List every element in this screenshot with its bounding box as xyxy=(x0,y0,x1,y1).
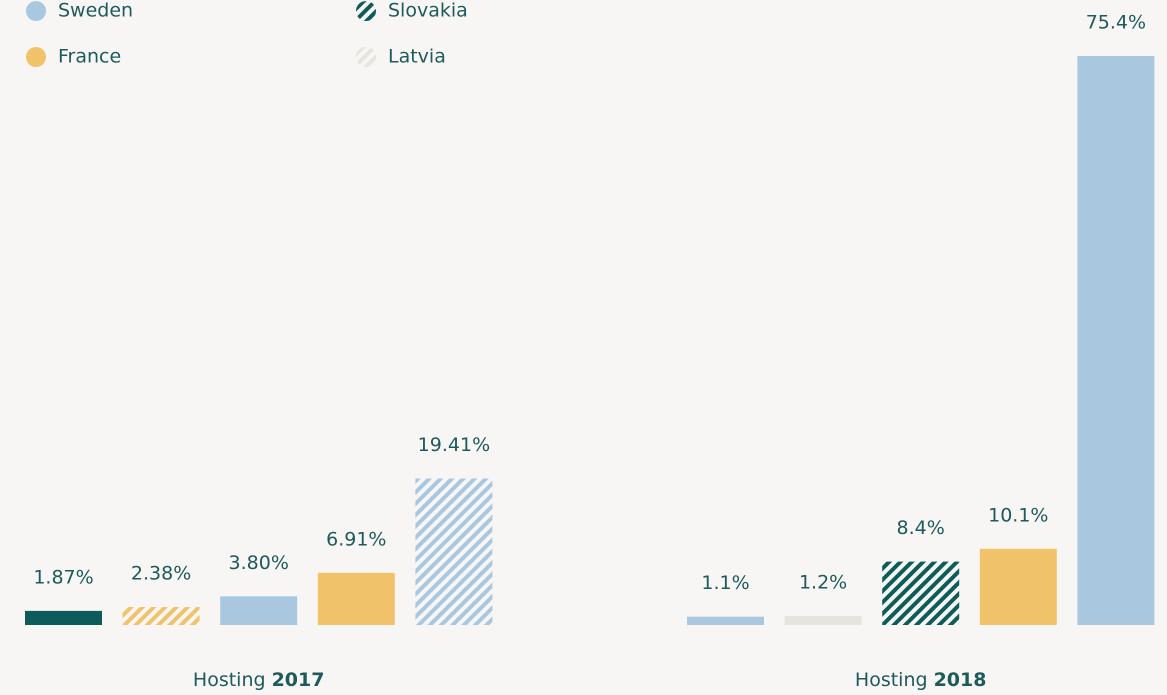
bar xyxy=(784,615,862,625)
legend-marker xyxy=(356,1,376,21)
bar-value-label: 6.91% xyxy=(326,528,386,550)
bar-value-label: 1.1% xyxy=(701,572,749,594)
bar-value-label: 10.1% xyxy=(988,504,1048,526)
bar xyxy=(220,596,298,625)
legend-marker xyxy=(26,47,46,67)
bar xyxy=(979,548,1057,625)
legend-label: Sweden xyxy=(58,0,133,22)
bar-value-label: 8.4% xyxy=(897,517,945,539)
bar xyxy=(122,607,200,625)
bar-value-label: 1.2% xyxy=(799,571,847,593)
bar xyxy=(1077,56,1155,625)
legend-label: Slovakia xyxy=(388,0,468,22)
legend-label: Latvia xyxy=(388,46,446,68)
legend-label: France xyxy=(58,46,121,68)
bar-value-label: 19.41% xyxy=(418,434,490,456)
bar-value-label: 75.4% xyxy=(1086,12,1146,34)
group-label-year: 2017 xyxy=(272,669,325,691)
bar xyxy=(687,616,764,625)
bar xyxy=(317,572,395,625)
bar xyxy=(882,561,960,625)
group-label: Hosting 2017 xyxy=(193,669,325,691)
bar-value-label: 1.87% xyxy=(33,566,93,588)
group-label-year: 2018 xyxy=(934,669,987,691)
bar xyxy=(25,610,102,625)
group-label: Hosting 2018 xyxy=(855,669,987,691)
legend-marker xyxy=(356,47,376,67)
group-label-text: Hosting xyxy=(855,669,928,691)
bar-value-label: 3.80% xyxy=(229,552,289,574)
bar xyxy=(415,478,493,625)
bar-value-label: 2.38% xyxy=(131,563,191,585)
legend-marker xyxy=(26,1,46,21)
group-label-text: Hosting xyxy=(193,669,266,691)
